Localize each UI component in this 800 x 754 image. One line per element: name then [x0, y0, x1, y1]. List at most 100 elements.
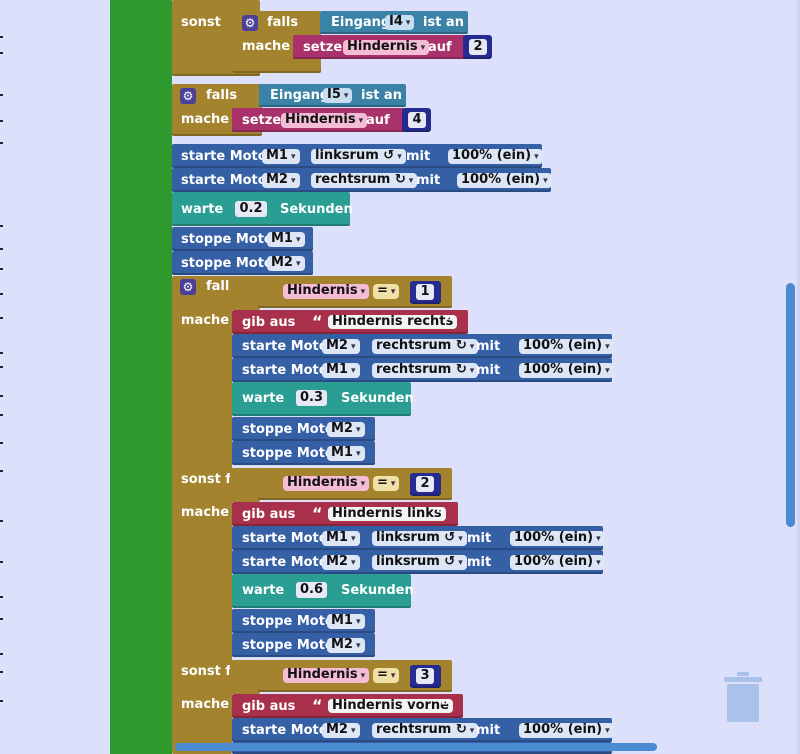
gear-icon[interactable]: ⚙ [180, 88, 196, 104]
print-block-2[interactable]: gib aus “ Hindernis links ” [232, 502, 458, 526]
variable-dropdown[interactable]: Hindernis ▾ [283, 668, 370, 683]
start-motor-block-m2[interactable]: starte Motor M2 ▾ rechtsrum ↻ ▾ mit 100% (… [172, 168, 552, 192]
label-mache: mache [181, 313, 230, 328]
stop-motor-block-m1[interactable]: stoppe Motor M1 ▾ [172, 227, 313, 251]
close-quote: ” [435, 504, 446, 523]
number-block-2[interactable]: 2 [410, 473, 441, 496]
direction-dropdown[interactable]: linksrum ↺ ▾ [372, 555, 467, 570]
operator-dropdown[interactable]: = ▾ [373, 668, 400, 683]
motor-dropdown[interactable]: M2 ▾ [327, 422, 365, 437]
number-block-2[interactable]: 2 [463, 35, 492, 59]
number-value[interactable]: 3 [416, 668, 434, 684]
motor-dropdown[interactable]: M2 ▾ [322, 723, 360, 738]
motor-dropdown[interactable]: M2 ▾ [327, 638, 365, 653]
input-dropdown-i5[interactable]: I5 ▾ [323, 88, 353, 103]
motor-dropdown[interactable]: M1 ▾ [327, 614, 365, 629]
direction-dropdown[interactable]: linksrum ↺ ▾ [372, 531, 467, 546]
text-value[interactable]: Hindernis vorne [328, 699, 453, 713]
start-motor-block[interactable]: starte Motor M2 ▾ rechtsrum ↻ ▾ mit 100% (… [232, 334, 614, 358]
open-quote: “ [312, 504, 323, 523]
speed-dropdown[interactable]: 100% (ein) ▾ [519, 723, 614, 738]
speed-dropdown[interactable]: 100% (ein) ▾ [457, 173, 552, 188]
label-mit: mit [476, 723, 501, 738]
motor-dropdown[interactable]: M1 ▾ [267, 232, 305, 247]
label-stoppe-motor: stoppe Motor [242, 638, 341, 653]
label-falls: falls [267, 15, 299, 30]
trash-icon[interactable] [722, 672, 764, 728]
speed-dropdown[interactable]: 100% (ein) ▾ [519, 339, 614, 354]
operator-dropdown[interactable]: = ▾ [373, 476, 400, 491]
label-ist-an: ist an [361, 88, 402, 103]
speed-dropdown[interactable]: 100% (ein) ▾ [510, 555, 605, 570]
stop-motor-block[interactable]: stoppe Motor M1 ▾ [232, 441, 375, 465]
speed-dropdown[interactable]: 100% (ein) ▾ [448, 149, 543, 164]
number-value[interactable]: 2 [416, 476, 434, 492]
number-block-3[interactable]: 3 [410, 665, 441, 688]
stop-motor-block-m2[interactable]: stoppe Motor M2 ▾ [172, 251, 313, 275]
print-block-3[interactable]: gib aus “ Hindernis vorne ” [232, 694, 463, 718]
number-block-4[interactable]: 4 [402, 108, 431, 132]
start-motor-block-m1[interactable]: starte Motor M1 ▾ linksrum ↺ ▾ mit 100% (e… [172, 144, 543, 168]
motor-dropdown[interactable]: M1 ▾ [327, 446, 365, 461]
horizontal-scrollbar[interactable] [175, 743, 657, 751]
label-sekunden: Sekunden [280, 202, 353, 217]
set-variable-block-2[interactable]: setze Hindernis ▾ auf [232, 108, 405, 132]
stop-motor-block[interactable]: stoppe Motor M2 ▾ [232, 417, 375, 441]
direction-dropdown[interactable]: rechtsrum ↻ ▾ [372, 339, 479, 354]
set-variable-block-1[interactable]: setze Hindernis ▾ auf [293, 35, 466, 59]
print-block-1[interactable]: gib aus “ Hindernis rechts ” [232, 310, 468, 334]
label-eingang: Eingang [270, 88, 330, 103]
vertical-scrollbar[interactable] [786, 283, 795, 527]
label-stoppe-motor: stoppe Motor [181, 256, 280, 271]
number-value[interactable]: 2 [469, 39, 487, 55]
wait-seconds-value[interactable]: 0.3 [296, 390, 327, 406]
text-value[interactable]: Hindernis rechts [328, 315, 458, 329]
gear-icon[interactable]: ⚙ [242, 15, 258, 31]
wait-seconds-value[interactable]: 0.6 [296, 582, 327, 598]
wait-block[interactable]: warte 0.6 Sekunden [232, 574, 414, 608]
label-stoppe-motor: stoppe Motor [242, 422, 341, 437]
motor-dropdown[interactable]: M2 ▾ [267, 256, 305, 271]
input-sensor-block-i5[interactable]: Eingang I5 ▾ ist an [259, 84, 406, 107]
variable-dropdown[interactable]: Hindernis ▾ [281, 113, 368, 128]
input-dropdown-i4[interactable]: I4 ▾ [385, 15, 415, 30]
speed-dropdown[interactable]: 100% (ein) ▾ [510, 531, 605, 546]
gear-icon[interactable]: ⚙ [180, 279, 196, 295]
number-value[interactable]: 4 [408, 112, 426, 128]
variable-dropdown[interactable]: Hindernis ▾ [283, 284, 370, 299]
text-value[interactable]: Hindernis links [328, 507, 446, 521]
input-sensor-block-i4[interactable]: Eingang I4 ▾ ist an [320, 11, 468, 34]
direction-dropdown[interactable]: rechtsrum ↻ ▾ [311, 173, 418, 188]
variable-dropdown[interactable]: Hindernis ▾ [283, 476, 370, 491]
motor-dropdown[interactable]: M2 ▾ [322, 555, 360, 570]
direction-dropdown[interactable]: linksrum ↺ ▾ [311, 149, 406, 164]
if-block-i4[interactable]: ⚙ falls mache [233, 11, 321, 73]
start-motor-block[interactable]: starte Motor M2 ▾ linksrum ↺ ▾ mit 100% (e… [232, 550, 605, 574]
start-motor-block[interactable]: starte Motor M1 ▾ rechtsrum ↻ ▾ mit 100% (… [232, 358, 614, 382]
motor-dropdown[interactable]: M1 ▾ [322, 531, 360, 546]
direction-dropdown[interactable]: rechtsrum ↻ ▾ [372, 723, 479, 738]
if-elseif-block[interactable]: ⚙ falls mache sonst falls mache sonst fa… [172, 276, 256, 754]
variable-dropdown[interactable]: Hindernis ▾ [343, 40, 430, 55]
stop-motor-block[interactable]: stoppe Motor M2 ▾ [232, 633, 375, 657]
speed-dropdown[interactable]: 100% (ein) ▾ [519, 363, 614, 378]
label-mache: mache [181, 697, 230, 712]
number-block-1[interactable]: 1 [410, 281, 441, 304]
motor-dropdown[interactable]: M2 ▾ [322, 339, 360, 354]
label-sonst: sonst [181, 15, 221, 30]
start-motor-block[interactable]: starte Motor M1 ▾ linksrum ↺ ▾ mit 100% (e… [232, 526, 605, 550]
motor-dropdown[interactable]: M1 ▾ [322, 363, 360, 378]
number-value[interactable]: 1 [416, 284, 434, 300]
motor-dropdown[interactable]: M1 ▾ [262, 149, 300, 164]
direction-dropdown[interactable]: rechtsrum ↻ ▾ [372, 363, 479, 378]
start-motor-block[interactable]: starte Motor M2 ▾ rechtsrum ↻ ▾ mit 100% (… [232, 718, 614, 742]
close-quote: ” [444, 312, 455, 331]
stop-motor-block[interactable]: stoppe Motor M1 ▾ [232, 609, 375, 633]
label-mache: mache [181, 112, 230, 127]
wait-seconds-value[interactable]: 0.2 [235, 201, 267, 217]
motor-dropdown[interactable]: M2 ▾ [262, 173, 300, 188]
operator-dropdown[interactable]: = ▾ [373, 284, 400, 299]
wait-block[interactable]: warte 0.3 Sekunden [232, 382, 414, 416]
wait-block[interactable]: warte 0.2 Sekunden [172, 192, 353, 226]
